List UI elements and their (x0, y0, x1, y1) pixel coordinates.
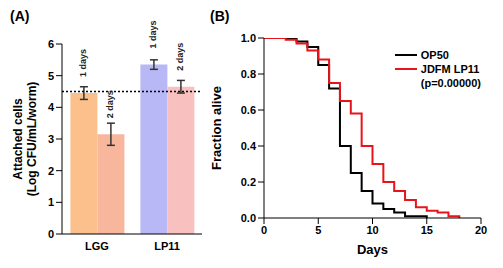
svg-text:6: 6 (48, 38, 54, 50)
svg-text:0.0: 0.0 (241, 212, 256, 224)
svg-text:2 days: 2 days (175, 43, 185, 71)
svg-text:0.2: 0.2 (241, 176, 256, 188)
svg-text:LGG: LGG (85, 240, 109, 252)
html-text:OP50: OP50 (420, 49, 449, 61)
svg-text:0.6: 0.6 (241, 104, 256, 116)
svg-text:LP11: LP11 (154, 240, 180, 252)
svg-text:10: 10 (366, 224, 378, 236)
svg-text:0.8: 0.8 (241, 68, 256, 80)
html-text:(p=0.00000): (p=0.00000) (420, 77, 481, 89)
svg-text:Attached cells(Log CFU/mL/worm: Attached cells(Log CFU/mL/worm) (11, 82, 39, 197)
svg-text:20: 20 (475, 224, 487, 236)
svg-text:1 days: 1 days (78, 49, 88, 77)
svg-text:0: 0 (261, 224, 267, 236)
html-text:(A): (A) (10, 8, 30, 24)
svg-text:4: 4 (48, 101, 55, 113)
svg-text:2 days: 2 days (105, 90, 115, 118)
svg-text:0.4: 0.4 (241, 140, 257, 152)
svg-text:5: 5 (315, 224, 321, 236)
svg-text:15: 15 (421, 224, 433, 236)
svg-text:1 days: 1 days (148, 21, 158, 49)
html-text:(B): (B) (210, 8, 230, 24)
svg-text:1.0: 1.0 (241, 32, 256, 44)
svg-text:5: 5 (48, 70, 54, 82)
svg-text:3: 3 (48, 133, 54, 145)
svg-text:2: 2 (48, 165, 54, 177)
svg-text:0: 0 (48, 228, 54, 240)
svg-text:Days: Days (357, 242, 388, 257)
html-text:JDFM LP11: JDFM LP11 (420, 63, 480, 75)
svg-text:Fraction alive: Fraction alive (209, 86, 224, 170)
svg-text:1: 1 (48, 196, 54, 208)
